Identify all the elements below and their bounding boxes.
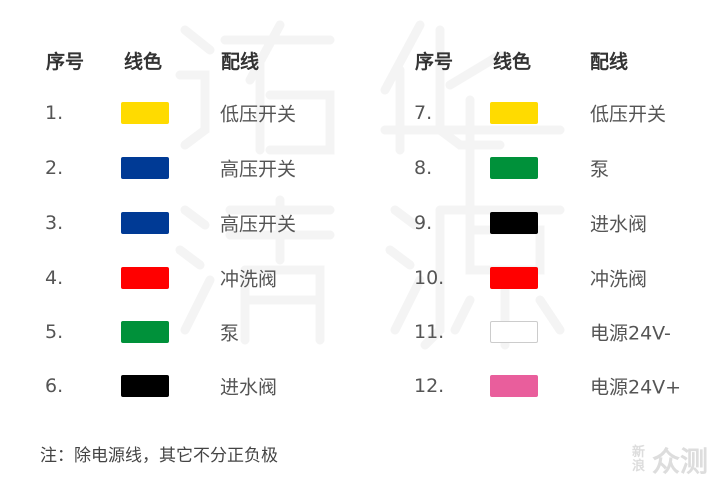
row-number: 11. <box>414 321 445 343</box>
wire-color-swatch <box>490 321 538 343</box>
watermark-stroke <box>175 20 335 155</box>
wiring-label: 高压开关 <box>220 158 297 181</box>
wiring-label: 泵 <box>590 158 610 181</box>
row-number: 9. <box>414 212 433 234</box>
wiring-label: 进水阀 <box>590 213 648 236</box>
wire-color-swatch <box>121 102 169 124</box>
wiring-label: 冲洗阀 <box>220 268 278 291</box>
watermark-stroke <box>380 20 565 245</box>
wiring-label: 泵 <box>220 322 240 345</box>
wire-color-swatch <box>121 321 169 343</box>
header-wiring: 配线 <box>221 51 260 73</box>
row-number: 10. <box>414 267 445 289</box>
wiring-label: 进水阀 <box>220 376 278 399</box>
wiring-label: 低压开关 <box>590 103 667 126</box>
wiring-label: 低压开关 <box>220 103 297 126</box>
wire-color-swatch <box>490 267 538 289</box>
wiring-label: 高压开关 <box>220 213 297 236</box>
wiring-label: 电源24V+ <box>590 376 682 399</box>
logo-small: 新浪 <box>632 445 646 474</box>
row-number: 3. <box>45 212 64 234</box>
wire-color-swatch <box>121 375 169 397</box>
wire-color-swatch <box>121 157 169 179</box>
wire-color-swatch <box>490 157 538 179</box>
wire-color-swatch <box>490 212 538 234</box>
wire-color-swatch <box>121 267 169 289</box>
row-number: 1. <box>45 102 64 124</box>
header-num: 序号 <box>46 51 85 73</box>
row-number: 8. <box>414 157 433 179</box>
wiring-label: 电源24V- <box>590 322 671 345</box>
wire-color-swatch <box>490 375 538 397</box>
header-color: 线色 <box>124 51 163 73</box>
wiring-label: 冲洗阀 <box>590 268 648 291</box>
row-number: 5. <box>45 321 64 343</box>
footnote: 注：除电源线，其它不分正负极 <box>40 446 278 466</box>
header-wiring: 配线 <box>590 51 629 73</box>
header-num: 序号 <box>415 51 454 73</box>
row-number: 6. <box>45 375 64 397</box>
header-color: 线色 <box>493 51 532 73</box>
row-number: 7. <box>414 102 433 124</box>
wire-color-swatch <box>121 212 169 234</box>
wire-color-swatch <box>490 102 538 124</box>
logo-big: 众测 <box>652 445 709 478</box>
row-number: 4. <box>45 267 64 289</box>
row-number: 2. <box>45 157 64 179</box>
row-number: 12. <box>414 375 445 397</box>
sina-zhongce-logo: 新浪 众测 <box>632 440 708 480</box>
